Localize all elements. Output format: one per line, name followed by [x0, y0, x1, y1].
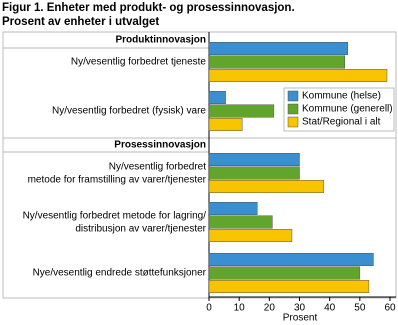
x-tick-label: 0 [206, 303, 212, 314]
x-tick-label: 50 [354, 303, 366, 314]
legend-label: Stat/Regional i alt [302, 117, 381, 128]
bar [208, 253, 374, 266]
legend-box [283, 87, 395, 132]
section-label: Produktinnovasjon [115, 35, 206, 46]
category-label: Ny/vesentlig forbedret metode for framsti… [28, 161, 207, 185]
bar [208, 202, 258, 215]
legend-label: Kommune (helse) [302, 91, 381, 102]
plot-frame [2, 31, 397, 299]
legend-swatch [287, 116, 299, 128]
category-label: Ny/vesentlig forbedret (fysisk) vare [52, 106, 206, 117]
category-label: Ny/vesentlig forbedret tjeneste [71, 57, 207, 68]
bar [208, 229, 293, 242]
bar [208, 104, 275, 118]
bar [208, 55, 345, 69]
x-tick-label: 10 [234, 303, 246, 314]
legend-swatch [287, 90, 299, 102]
chart-title: Figur 1. Enheter med produkt- og prosess… [2, 2, 295, 14]
bar [208, 215, 273, 229]
bar [208, 266, 361, 280]
legend-swatch [287, 103, 299, 115]
bar [208, 280, 370, 293]
bar [208, 180, 324, 193]
category-label: Nye/vesentlig endrede støttefunksjoner [33, 268, 207, 279]
section-label: Prosessinnovasjon [114, 140, 206, 151]
x-tick-label: 40 [324, 303, 336, 314]
bar [208, 153, 300, 166]
x-tick-label: 20 [264, 303, 276, 314]
legend-label: Kommune (generell) [302, 104, 393, 115]
x-axis-label: Prosent [283, 313, 318, 324]
chart-subtitle: Prosent av enheter i utvalget [2, 16, 159, 28]
category-label: Ny/vesentlig forbedret metode for lagrin… [23, 210, 207, 234]
bar [208, 166, 300, 180]
bar [208, 42, 349, 55]
bar [208, 69, 388, 82]
bar [208, 91, 226, 104]
x-tick-label: 30 [294, 303, 306, 314]
x-tick-label: 60 [384, 303, 396, 314]
bar [208, 118, 243, 131]
